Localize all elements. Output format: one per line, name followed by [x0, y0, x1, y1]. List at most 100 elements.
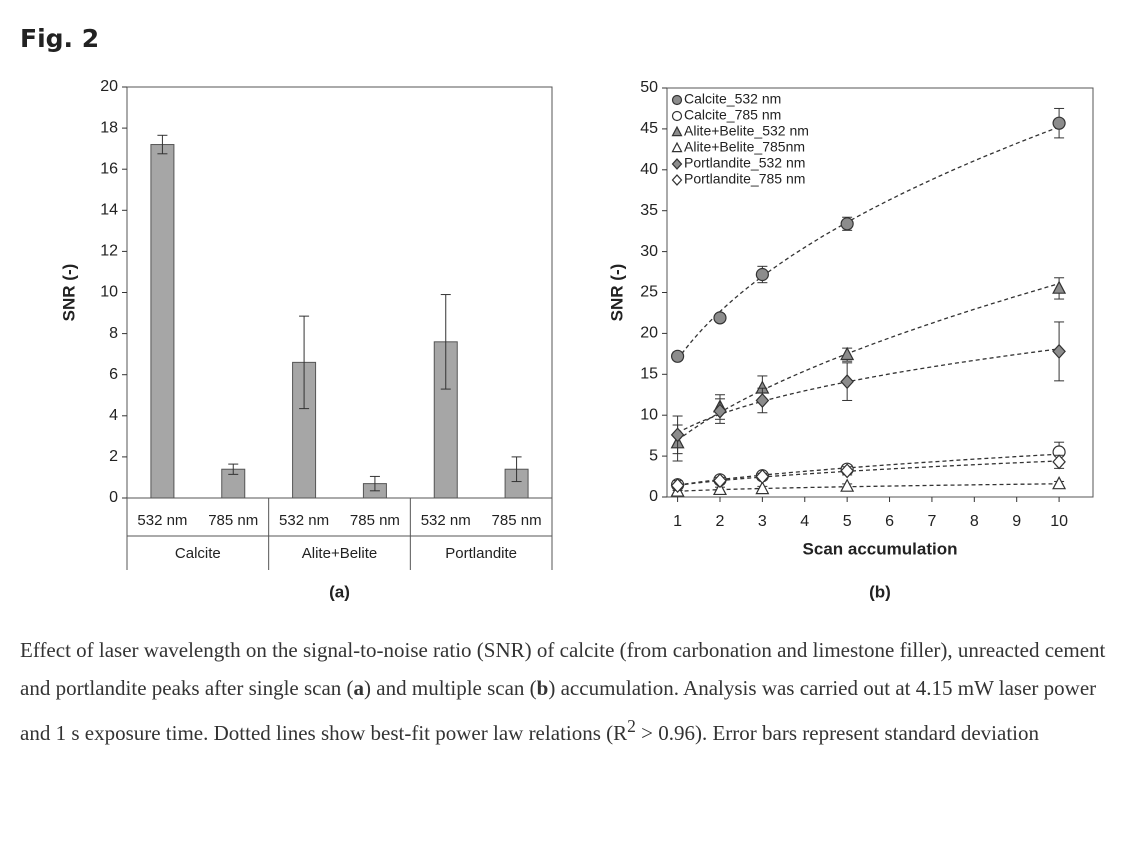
y-axis-label: SNR (-) — [59, 264, 78, 322]
marker — [1052, 116, 1066, 130]
marker — [713, 311, 727, 325]
x-tick-label: 5 — [843, 513, 852, 530]
marker — [755, 480, 770, 495]
error-bar — [299, 315, 310, 410]
legend-label: Calcite_532 nm — [684, 91, 781, 107]
y-tick-label: 15 — [640, 366, 658, 383]
figure: 532 nm 785 nm 532 nm 785 nm 532 nm 785 nm 0 2 4 6… — [59, 78, 1094, 601]
x-tick-label: 532 nm — [137, 512, 187, 529]
marker — [840, 346, 855, 361]
marker — [671, 174, 683, 186]
x-tick-label: 785 nm — [350, 512, 400, 529]
y-tick-label: 20 — [640, 325, 658, 342]
fit-line — [677, 348, 1060, 434]
y-tick-label: 16 — [100, 160, 118, 177]
legend-label: Calcite_785 nm — [684, 107, 781, 123]
x-tick-label: 8 — [970, 513, 979, 530]
error-bar — [511, 456, 522, 483]
y-tick-label: 0 — [109, 489, 118, 506]
marker — [755, 267, 769, 282]
panel-label: (b) — [869, 582, 891, 601]
marker — [713, 473, 727, 489]
x-tick-label: 4 — [800, 513, 809, 530]
legend-label: Alite+Belite_785nm — [684, 139, 805, 155]
x-tick-label: 2 — [716, 513, 725, 530]
y-tick-label: 45 — [640, 120, 658, 137]
group-label: Alite+Belite — [302, 545, 377, 562]
marker — [1052, 280, 1067, 294]
group-label: Portlandite — [445, 545, 517, 562]
y-tick-label: 12 — [100, 243, 118, 260]
marker — [712, 481, 727, 496]
panel-label: (a) — [329, 582, 350, 601]
fit-line — [677, 126, 1060, 360]
fit-line — [677, 453, 1060, 486]
marker — [671, 110, 683, 122]
marker — [671, 94, 683, 106]
x-tick-label: 7 — [927, 513, 936, 530]
fit-line — [677, 282, 1060, 441]
x-tick-label: 785 nm — [492, 512, 542, 529]
y-tick-label: 35 — [640, 202, 658, 219]
caption: Effect of laser wavelength on the signal… — [20, 631, 1110, 752]
marker — [671, 158, 683, 170]
marker — [670, 349, 685, 363]
marker — [755, 392, 770, 408]
marker — [1052, 476, 1067, 490]
x-tick-label: 6 — [885, 513, 894, 530]
marker — [670, 478, 685, 494]
caption-text: Effect of laser wavelength on the signal… — [20, 638, 1106, 700]
y-tick-label: 5 — [649, 447, 658, 464]
fit-line — [677, 483, 1060, 492]
marker — [1052, 454, 1066, 470]
marker — [755, 469, 770, 485]
marker — [840, 374, 854, 390]
plot-frame — [126, 86, 553, 499]
error-bar — [228, 463, 239, 475]
marker — [670, 427, 685, 443]
marker — [671, 141, 683, 153]
x-tick-label: 532 nm — [279, 512, 329, 529]
y-tick-label: 18 — [100, 119, 118, 136]
caption-text: > 0.96). Error bars represent standard d… — [635, 721, 1039, 745]
y-tick-label: 10 — [100, 284, 118, 301]
x-tick-label: 1 — [673, 513, 682, 530]
y-tick-label: 30 — [640, 243, 658, 260]
marker — [1052, 343, 1066, 359]
legend-label: Portlandite_785 nm — [684, 171, 805, 187]
y-tick-label: 40 — [640, 161, 658, 178]
figure-label: Fig. 2 — [20, 24, 100, 53]
caption-superscript: 2 — [627, 716, 636, 736]
marker — [840, 217, 854, 231]
y-tick-label: 14 — [100, 202, 118, 219]
bar — [150, 144, 175, 499]
legend-label: Portlandite_532 nm — [684, 155, 805, 171]
caption-text: ) and multiple scan ( — [364, 676, 537, 700]
y-tick-label: 0 — [649, 488, 658, 505]
x-tick-label: 10 — [1050, 513, 1068, 530]
y-tick-label: 8 — [109, 325, 118, 342]
y-axis-label: SNR (-) — [607, 264, 626, 322]
group-label: Calcite — [175, 545, 221, 562]
marker — [840, 478, 855, 492]
error-bar — [157, 134, 168, 155]
marker — [840, 463, 854, 479]
caption-bold: a — [353, 676, 365, 700]
caption-text: ) accumulation. Analysis was carried out… — [20, 676, 1097, 745]
x-tick-label: 9 — [1012, 513, 1021, 530]
fit-line — [677, 460, 1060, 486]
x-tick-label: 3 — [758, 513, 767, 530]
error-bar — [369, 475, 380, 492]
caption-bold: b — [536, 676, 549, 700]
marker — [671, 125, 683, 137]
y-tick-label: 6 — [109, 366, 118, 383]
y-tick-label: 25 — [640, 284, 658, 301]
error-bar — [440, 294, 451, 390]
y-tick-label: 10 — [640, 406, 658, 423]
y-tick-label: 4 — [109, 407, 118, 424]
legend-label: Alite+Belite_532 nm — [684, 123, 809, 139]
y-tick-label: 50 — [640, 79, 658, 96]
y-tick-label: 20 — [100, 78, 118, 95]
x-tick-label: 785 nm — [208, 512, 258, 529]
